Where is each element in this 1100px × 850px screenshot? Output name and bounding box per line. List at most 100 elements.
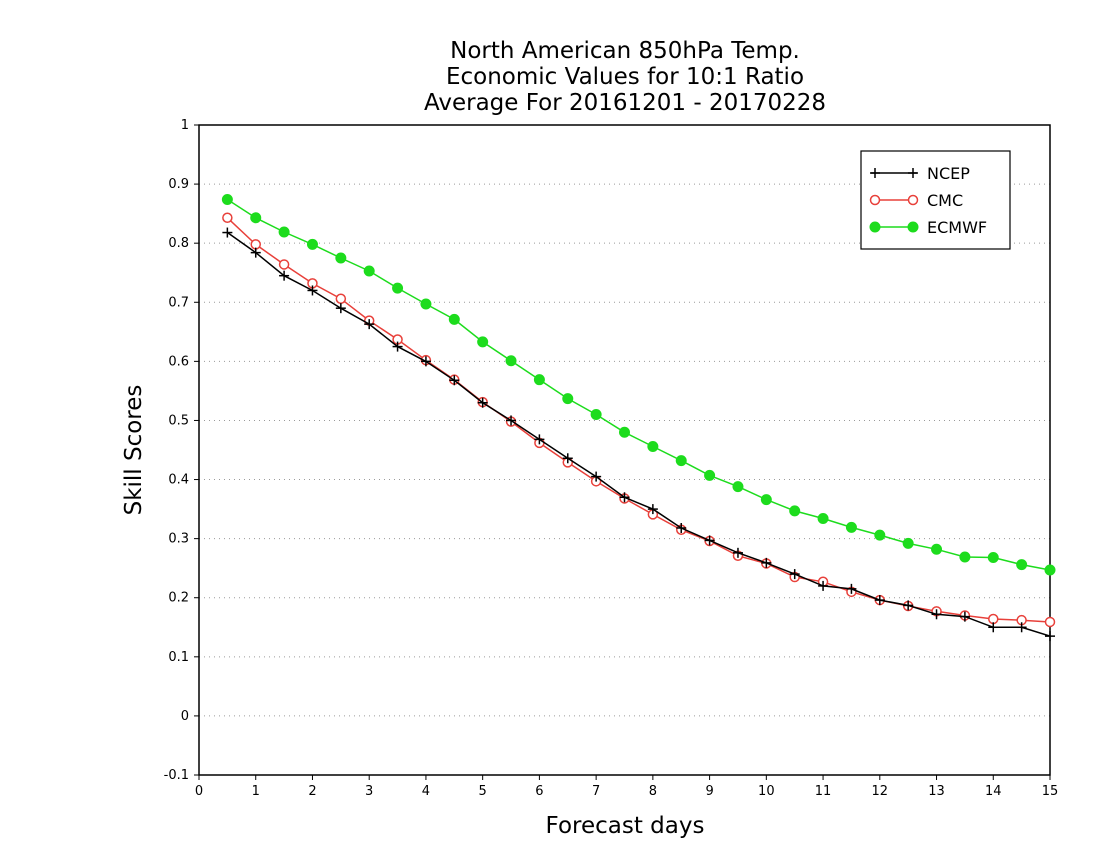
data-point-ncep	[279, 270, 290, 281]
data-point-ecmwf	[448, 313, 460, 325]
data-point-ecmwf	[987, 552, 999, 564]
data-point-ecmwf	[817, 513, 829, 525]
legend-marker	[869, 194, 881, 206]
y-tick-label: 0.9	[168, 177, 189, 192]
data-point-ncep	[506, 415, 517, 426]
y-tick-label: 0.5	[168, 413, 189, 428]
data-point-ncep	[392, 341, 403, 352]
x-tick-label: 3	[365, 784, 373, 799]
y-tick-label: -0.1	[164, 768, 189, 783]
data-point-ncep	[335, 303, 346, 314]
data-point-ncep	[364, 319, 375, 330]
data-point-ecmwf	[619, 426, 630, 438]
chart-title: North American 850hPa Temp. Economic Val…	[424, 38, 826, 116]
x-tick-label: 9	[705, 784, 713, 799]
legend-marker	[869, 221, 881, 233]
series-ecmwf	[221, 193, 1056, 576]
legend-item-ncep: NCEP	[870, 164, 970, 183]
y-tick-label: 0.4	[168, 473, 189, 488]
data-point-ecmwf	[1016, 559, 1028, 571]
data-point-ecmwf	[675, 455, 687, 467]
data-point-ncep	[420, 356, 431, 367]
data-point-ncep	[449, 375, 460, 386]
title-line-2: Economic Values for 10:1 Ratio	[446, 64, 804, 90]
data-point-ncep	[307, 285, 318, 296]
data-point-ecmwf	[732, 481, 744, 493]
series-layer	[221, 193, 1056, 642]
data-point-ncep	[789, 569, 800, 580]
axis-ticks: -0.100.10.20.30.40.50.60.70.80.910 1 2 3 4 5 6…	[164, 118, 1059, 799]
data-point-ecmwf	[590, 409, 602, 421]
series-line-cmc	[226, 217, 1051, 623]
data-point-ncep	[903, 600, 914, 611]
x-tick-label: 5	[479, 784, 487, 799]
series-cmc	[222, 212, 1056, 628]
x-tick-label: 6	[535, 784, 543, 799]
data-point-ncep	[647, 504, 658, 515]
data-point-ncep	[846, 583, 857, 594]
data-point-ncep	[250, 247, 261, 258]
y-tick-label: 0.8	[168, 236, 189, 251]
data-point-ncep	[818, 580, 829, 591]
x-tick-label: 11	[815, 784, 832, 799]
data-point-ncep	[619, 492, 630, 503]
data-point-ecmwf	[562, 393, 574, 405]
data-point-cmc	[278, 259, 290, 270]
data-point-ecmwf	[250, 212, 262, 224]
data-point-ncep	[732, 547, 743, 558]
data-point-cmc	[222, 212, 233, 224]
gridlines	[199, 183, 1050, 717]
title-line-3: Average For 20161201 - 20170228	[424, 90, 826, 116]
data-point-ecmwf	[647, 440, 659, 452]
data-point-ncep	[874, 595, 885, 606]
data-point-ncep	[477, 397, 488, 408]
legend-marker	[907, 221, 919, 233]
data-point-ecmwf	[789, 505, 801, 517]
y-tick-label: 1	[181, 118, 189, 133]
data-point-cmc	[250, 239, 261, 250]
data-point-ecmwf	[874, 529, 886, 541]
series-line-ecmwf	[226, 198, 1051, 571]
data-point-ncep	[591, 471, 602, 482]
plot-area-frame	[198, 124, 1051, 776]
data-point-ecmwf	[931, 543, 943, 555]
data-point-ecmwf	[959, 551, 971, 563]
legend-marker	[908, 168, 918, 178]
data-point-cmc	[988, 613, 999, 625]
data-point-ncep	[676, 523, 687, 533]
legend-label-ecmwf: ECMWF	[927, 218, 987, 237]
data-point-ecmwf	[278, 226, 290, 238]
y-tick-label: 0.1	[168, 650, 189, 665]
data-point-ncep	[1016, 622, 1027, 633]
x-tick-label: 8	[649, 784, 657, 799]
data-point-ncep	[704, 535, 715, 546]
series-line-ncep	[226, 231, 1051, 637]
series-ncep	[222, 227, 1055, 642]
data-point-ecmwf	[335, 252, 347, 264]
data-point-ecmwf	[533, 374, 545, 386]
data-point-ecmwf	[392, 282, 404, 294]
legend-marker	[870, 168, 880, 178]
data-point-cmc	[335, 293, 347, 304]
data-point-ncep	[562, 453, 573, 464]
x-tick-label: 13	[928, 784, 945, 799]
x-tick-label: 15	[1042, 784, 1059, 799]
legend: NCEP CMC ECMWF	[860, 150, 1011, 250]
x-tick-label: 0	[195, 784, 203, 799]
y-tick-label: 0.6	[168, 354, 189, 369]
data-point-ncep	[959, 611, 970, 622]
data-point-ncep	[222, 227, 233, 238]
x-tick-label: 10	[758, 784, 775, 799]
data-point-ecmwf	[704, 469, 716, 481]
data-point-ecmwf	[505, 355, 517, 367]
x-axis-label: Forecast days	[546, 813, 705, 839]
legend-label-cmc: CMC	[927, 191, 963, 210]
legend-item-ecmwf: ECMWF	[869, 218, 987, 237]
data-point-ncep	[761, 557, 772, 568]
x-tick-label: 1	[252, 784, 260, 799]
y-axis-label: Skill Scores	[121, 385, 147, 516]
x-tick-label: 12	[872, 784, 889, 799]
y-tick-label: 0.3	[168, 532, 189, 547]
legend-label-ncep: NCEP	[927, 164, 970, 183]
